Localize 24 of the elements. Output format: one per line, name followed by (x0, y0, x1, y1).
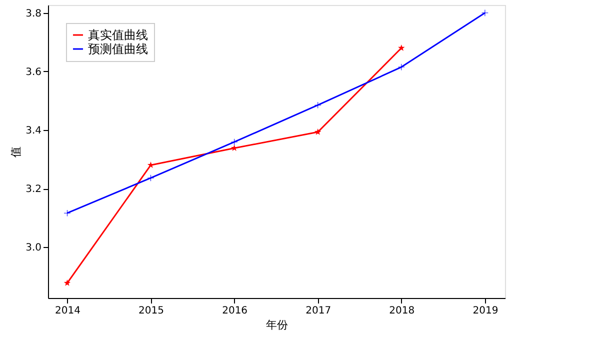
x-tick-label: 2016 (222, 306, 248, 316)
point (314, 128, 322, 135)
point (398, 44, 405, 51)
point (482, 10, 488, 16)
y-tick-label: 3.0 (26, 242, 42, 254)
point (314, 102, 322, 108)
point (64, 210, 70, 216)
x-tick-label: 2014 (54, 306, 80, 316)
y-tick-label: 3.6 (26, 66, 42, 78)
x-tick-label: 2017 (306, 306, 332, 316)
y-axis-title: 值 (10, 146, 23, 158)
x-tick-label: 2019 (472, 306, 498, 316)
y-tick-label: 3.8 (26, 8, 42, 20)
x-tick-label: 2018 (389, 306, 415, 316)
x-tick-label: 2015 (138, 306, 164, 316)
point (148, 174, 154, 182)
y-tick-label: 3.2 (26, 184, 42, 196)
point (231, 138, 238, 146)
legend-label: 预测值曲线 (88, 42, 148, 56)
x-axis-title: 年份 (266, 318, 288, 332)
point (64, 280, 71, 286)
y-tick-label: 3.4 (26, 125, 42, 136)
legend-label: 真实值曲线 (88, 28, 148, 42)
point (398, 64, 405, 70)
